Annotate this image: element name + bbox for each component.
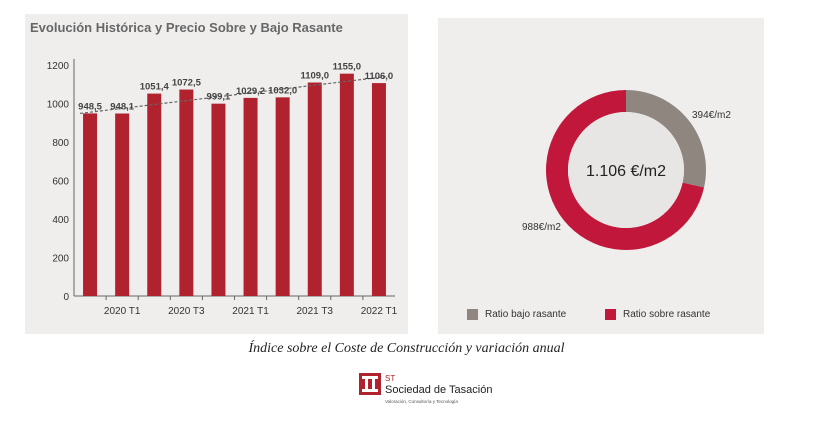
y-tick-label: 200 (52, 254, 69, 265)
y-tick-label: 600 (52, 177, 69, 188)
y-tick-label: 0 (63, 292, 69, 303)
bar (179, 89, 194, 296)
bar (275, 97, 290, 296)
bar (371, 83, 386, 296)
legend-swatch (605, 309, 616, 320)
data-label: 1029,2 (236, 86, 265, 97)
chart-title: Evolución Histórica y Precio Sobre y Baj… (30, 20, 343, 35)
legend-label: Ratio bajo rasante (485, 309, 567, 320)
bar (211, 103, 226, 296)
x-tick-label: 2022 T1 (361, 306, 398, 317)
bar-chart: 0 200 400 600 800 1000 1200 2020 T1 2020 T3 2021 … (47, 59, 398, 317)
data-label: 1051,4 (140, 82, 170, 93)
donut-chart-panel: 1.106 €/m2 394€/m2 988€/m2 Ratio bajo rasa… (438, 18, 764, 334)
logo-tagline: Valoración, Consultoría y Tecnología (385, 399, 458, 404)
data-label: 1032,0 (268, 85, 297, 96)
y-tick-label: 800 (52, 138, 69, 149)
x-tick-label: 2020 T1 (104, 306, 141, 317)
bar-chart-panel: Evolución Histórica y Precio Sobre y Baj… (25, 14, 408, 334)
company-logo: ST Sociedad de Tasación Valoración, Cons… (357, 372, 517, 406)
x-tick-label: 2020 T3 (168, 306, 205, 317)
y-tick-label: 1000 (47, 100, 70, 111)
bar (115, 113, 130, 296)
data-label: 1106,0 (365, 71, 394, 82)
data-label: 948,5 (78, 101, 102, 112)
legend-swatch (467, 309, 478, 320)
figure-caption: Índice sobre el Coste de Construcción y … (248, 341, 565, 356)
data-label: 1155,0 (333, 62, 362, 73)
x-tick-label: 2021 T3 (296, 306, 333, 317)
data-label: 1109,0 (300, 71, 329, 82)
legend-item-bajo-rasante: Ratio bajo rasante (467, 309, 566, 320)
bar (339, 73, 354, 296)
bar (83, 113, 98, 296)
data-label: 948,1 (110, 101, 134, 112)
x-tick-label: 2021 T1 (232, 306, 269, 317)
logo-mark-icon: ST Sociedad de Tasación Valoración, Cons… (359, 373, 492, 404)
bar (243, 97, 258, 296)
logo-name: Sociedad de Tasación (385, 384, 492, 396)
slice-label: 394€/m2 (692, 110, 731, 121)
donut-hole (568, 112, 684, 228)
legend-label: Ratio sobre rasante (623, 309, 711, 320)
donut-chart: 1.106 €/m2 394€/m2 988€/m2 (522, 90, 731, 250)
trendline (79, 75, 390, 114)
data-label: 1072,5 (172, 78, 202, 89)
logo-mark-text: ST (385, 374, 395, 383)
donut-center-label: 1.106 €/m2 (586, 163, 666, 180)
slice-label: 988€/m2 (522, 222, 561, 233)
legend-item-sobre-rasante: Ratio sobre rasante (605, 309, 710, 320)
y-tick-label: 400 (52, 215, 69, 226)
data-label: 999,1 (207, 92, 231, 103)
bar (307, 82, 322, 296)
y-tick-label: 1200 (47, 61, 70, 72)
bar (147, 93, 162, 296)
donut-slice (626, 90, 706, 188)
